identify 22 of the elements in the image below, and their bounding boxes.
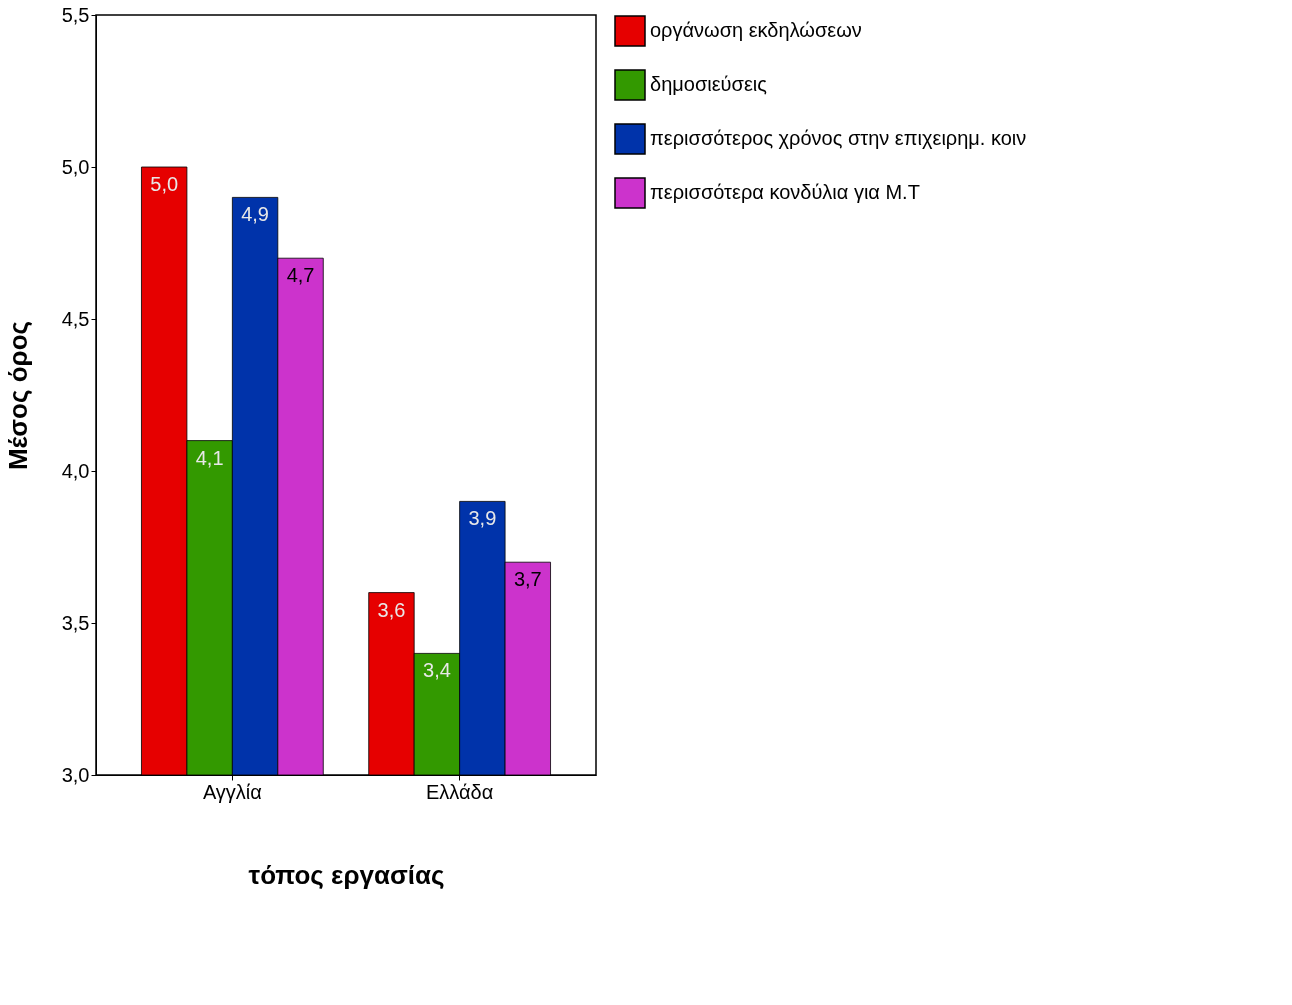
y-tick-label: 4,5: [61, 307, 90, 330]
data-label: 3,6: [377, 598, 406, 621]
y-tick-label: 5,0: [61, 155, 90, 178]
data-label: 4,9: [241, 203, 269, 226]
data-label: 5,0: [150, 173, 179, 195]
legend-label: περισσότερος χρόνος στην επιχειρημ. κοιν: [650, 127, 1027, 149]
data-label: 4,7: [286, 264, 315, 287]
y-tick-label: 3,0: [61, 763, 90, 786]
y-tick-label: 4,0: [61, 459, 90, 482]
y-axis-title: Μέσος όρος: [2, 320, 33, 471]
legend-label: δημοσιεύσεις: [650, 73, 768, 95]
y-tick-label: 3,5: [61, 611, 90, 634]
legend-label: οργάνωση εκδηλώσεων: [650, 19, 862, 41]
y-tick-label: 5,5: [61, 3, 90, 26]
data-label: 3,4: [423, 659, 451, 682]
x-axis-title: τόπος εργασίας: [248, 859, 445, 890]
data-label: 4,1: [195, 446, 224, 469]
data-label: 3,9: [468, 507, 497, 530]
x-tick-label: Αγγλία: [202, 780, 262, 803]
legend-label: περισσότερα κονδύλια για Μ.Τ: [650, 181, 920, 203]
x-tick-label: Ελλάδα: [425, 780, 494, 803]
data-label: 3,7: [513, 568, 542, 591]
